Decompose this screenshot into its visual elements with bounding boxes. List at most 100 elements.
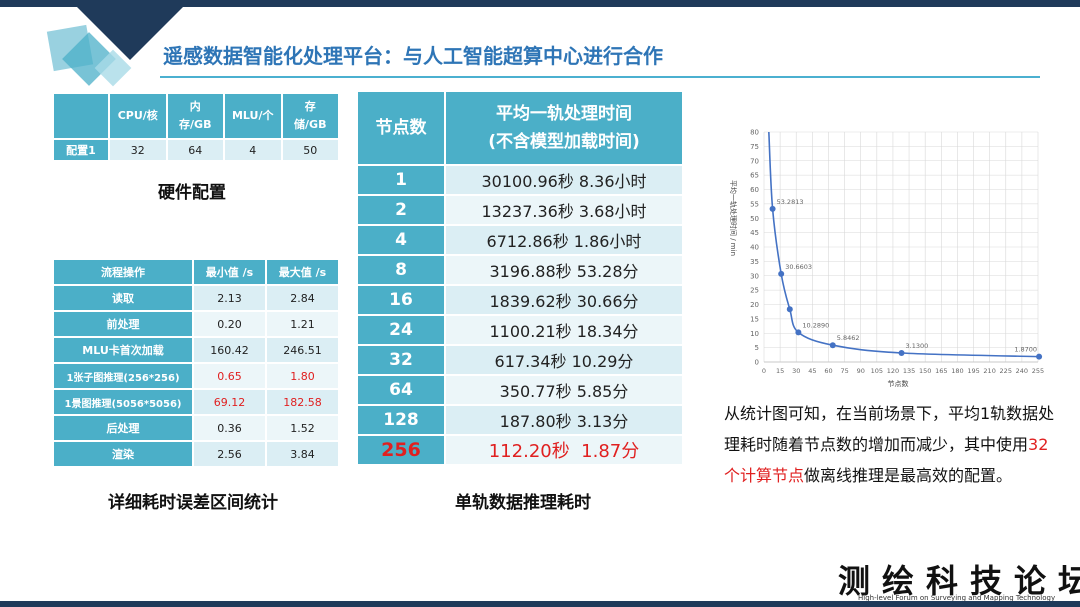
x-tick-label: 15: [776, 367, 784, 375]
hardware-table: CPU/核 内存/GB MLU/个 存储/GB 配置1 32 64 4 50: [52, 92, 340, 162]
node-time: 1100.21秒 18.34分: [444, 314, 684, 346]
x-tick-label: 210: [983, 367, 995, 375]
process-step: MLU卡首次加载: [52, 336, 194, 364]
y-tick-label: 5: [755, 344, 759, 352]
node-header-time-line2: (不含模型加载时间): [488, 132, 640, 152]
node-time: 13237.36秒 3.68小时: [444, 194, 684, 226]
chart-data-label: 1.8700: [1014, 346, 1037, 354]
x-tick-label: 0: [762, 367, 766, 375]
chart-data-label: 5.8462: [837, 334, 860, 342]
description-part1: 从统计图可知，在当前场景下，平均1轨数据处理耗时随着节点数的增加而减少，其中使用: [724, 404, 1055, 454]
x-tick-label: 90: [857, 367, 865, 375]
hardware-cpu-value: 32: [108, 138, 168, 162]
forum-logo-subtitle: High-level Forum on Surveying and Mappin…: [858, 594, 1056, 602]
decorative-squares: [46, 0, 190, 87]
node-count: 16: [356, 284, 446, 316]
table-row: 后处理 0.36 1.52: [52, 414, 340, 442]
process-header-step: 流程操作: [52, 258, 194, 286]
node-caption: 单轨数据推理耗时: [455, 493, 591, 513]
y-tick-label: 0: [755, 359, 759, 367]
process-step: 1张子图推理(256*256): [52, 362, 194, 390]
table-row: 1张子图推理(256*256) 0.65 1.80: [52, 362, 340, 390]
y-tick-label: 60: [750, 186, 759, 194]
node-time: 3196.88秒 53.28分: [444, 254, 684, 286]
node-count: 4: [356, 224, 446, 256]
process-max: 3.84: [265, 440, 340, 468]
node-time: 112.20秒 1.87分: [444, 434, 684, 466]
table-row: 128 187.80秒 3.13分: [356, 404, 684, 436]
page-title: 遥感数据智能化处理平台：与人工智能超算中心进行合作: [163, 44, 663, 68]
node-time: 350.77秒 5.85分: [444, 374, 684, 406]
forum-logo-text: 测绘科技论坛: [838, 562, 1080, 600]
hardware-header-memory: 内存/GB: [165, 92, 225, 140]
node-count: 32: [356, 344, 446, 376]
table-row: 4 6712.86秒 1.86小时: [356, 224, 684, 256]
y-tick-label: 65: [750, 172, 759, 180]
description: 从统计图可知，在当前场景下，平均1轨数据处理耗时随着节点数的增加而减少，其中使用…: [724, 398, 1064, 491]
x-tick-label: 150: [919, 367, 931, 375]
node-time: 30100.96秒 8.36小时: [444, 164, 684, 196]
table-row: 24 1100.21秒 18.34分: [356, 314, 684, 346]
process-min: 69.12: [192, 388, 267, 416]
node-count: 24: [356, 314, 446, 346]
hardware-header-blank: [52, 92, 110, 140]
chart-grid: [763, 131, 1039, 363]
process-max: 1.80: [265, 362, 340, 390]
x-tick-label: 120: [887, 367, 899, 375]
x-tick-label: 165: [935, 367, 947, 375]
process-step: 1景图推理(5056*5056): [52, 388, 194, 416]
table-row: 读取 2.13 2.84: [52, 284, 340, 312]
y-tick-label: 55: [750, 200, 759, 208]
chart-point: [829, 342, 836, 349]
hardware-header-row: CPU/核 内存/GB MLU/个 存储/GB: [52, 92, 340, 140]
node-header-row: 节点数 平均一轨处理时间 (不含模型加载时间): [356, 90, 684, 166]
table-row: MLU卡首次加载 160.42 246.51: [52, 336, 340, 364]
process-step: 后处理: [52, 414, 194, 442]
process-min: 160.42: [192, 336, 267, 364]
table-row: 前处理 0.20 1.21: [52, 310, 340, 338]
x-tick-label: 105: [871, 367, 883, 375]
table-row: 32 617.34秒 10.29分: [356, 344, 684, 376]
process-table: 流程操作 最小值 /s 最大值 /s 读取 2.13 2.84 前处理 0.20…: [52, 258, 340, 468]
hardware-header-mlu: MLU/个: [223, 92, 283, 140]
x-tick-label: 180: [951, 367, 963, 375]
table-row: 1 30100.96秒 8.36小时: [356, 164, 684, 196]
chart-point: [898, 350, 905, 357]
y-tick-label: 15: [750, 315, 759, 323]
y-tick-label: 35: [750, 258, 759, 266]
chart-x-label: 节点数: [888, 379, 909, 388]
table-row: 256 112.20秒 1.87分: [356, 434, 684, 466]
bottom-bar: [0, 601, 1080, 607]
process-max: 182.58: [265, 388, 340, 416]
y-tick-label: 45: [750, 229, 759, 237]
chart-data-label: 30.6603: [785, 263, 812, 271]
title-rule: [160, 76, 1040, 78]
y-tick-label: 50: [750, 215, 759, 223]
node-time: 1839.62秒 30.66分: [444, 284, 684, 316]
hardware-config-label: 配置1: [52, 138, 110, 162]
process-header-max: 最大值 /s: [265, 258, 340, 286]
table-row: 1景图推理(5056*5056) 69.12 182.58: [52, 388, 340, 416]
hardware-memory-value: 64: [165, 138, 225, 162]
node-time: 617.34秒 10.29分: [444, 344, 684, 376]
process-max: 1.52: [265, 414, 340, 442]
chart-y-ticks: 0 5 10 15 20 25 30 35 40 45 50 55 60 65 70 75 80: [750, 129, 759, 367]
node-time: 6712.86秒 1.86小时: [444, 224, 684, 256]
process-step: 渲染: [52, 440, 194, 468]
node-time: 187.80秒 3.13分: [444, 404, 684, 436]
hardware-row: 配置1 32 64 4 50: [52, 138, 340, 162]
node-count: 128: [356, 404, 446, 436]
line-chart: 0 5 10 15 20 25 30 35 40 45 50 55 60 65 70 75 80 0 15 30 45…: [729, 129, 1044, 389]
node-count: 64: [356, 374, 446, 406]
process-step: 读取: [52, 284, 194, 312]
process-min: 0.20: [192, 310, 267, 338]
node-count: 2: [356, 194, 446, 226]
table-row: 渲染 2.56 3.84: [52, 440, 340, 468]
hardware-header-storage: 存储/GB: [280, 92, 340, 140]
chart-point: [1036, 353, 1043, 360]
x-tick-label: 240: [1016, 367, 1028, 375]
x-tick-label: 45: [808, 367, 816, 375]
node-time-table: 节点数 平均一轨处理时间 (不含模型加载时间) 1 30100.96秒 8.36小…: [356, 90, 684, 466]
y-tick-label: 40: [750, 244, 759, 252]
description-part2: 做离线推理是最高效的配置。: [804, 466, 1013, 485]
